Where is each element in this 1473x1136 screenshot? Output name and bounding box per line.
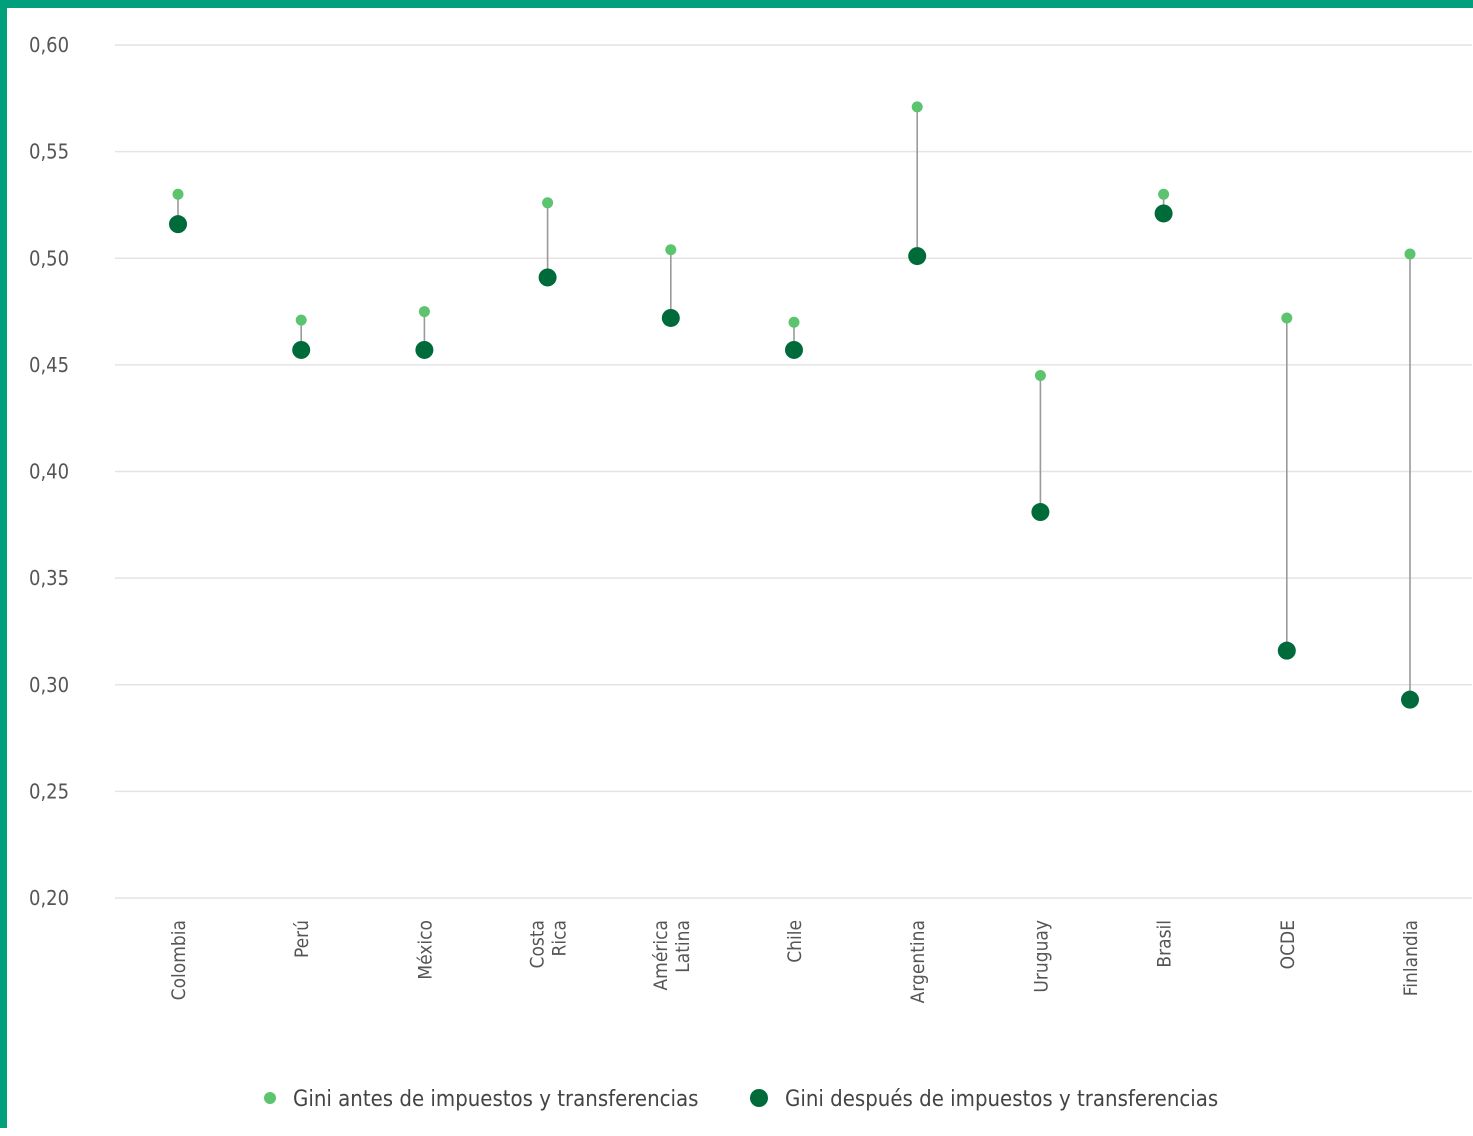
x-axis-labels: Colombia Perú México CostaRica AméricaLatina… — [168, 920, 1422, 1003]
x-tick-label: Brasil — [1154, 920, 1176, 968]
x-tick-label: Argentina — [907, 920, 929, 1003]
x-tick-label: Chile — [784, 920, 806, 963]
point-after — [415, 340, 434, 359]
point-after — [1401, 690, 1419, 709]
x-tick-label: Perú — [291, 920, 313, 958]
point-after — [1277, 641, 1296, 660]
y-tick-label: 0,20 — [29, 886, 69, 910]
svg-text:Uruguay: Uruguay — [1030, 920, 1052, 993]
legend-marker-before — [264, 1092, 276, 1104]
dumbbell-chart: 0,20 0,25 0,30 0,35 0,40 0,45 0,50 0,55 0,60 Col… — [29, 33, 1472, 1112]
svg-text:AméricaLatina: AméricaLatina — [650, 920, 694, 991]
svg-text:CostaRica: CostaRica — [527, 920, 571, 968]
gridlines — [115, 44, 1472, 899]
point-after — [661, 308, 680, 327]
y-tick-label: 0,30 — [29, 673, 69, 697]
svg-text:Brasil: Brasil — [1154, 920, 1176, 968]
point-before — [1034, 370, 1046, 382]
point-after — [292, 340, 311, 359]
y-tick-label: 0,25 — [29, 779, 69, 803]
point-after — [538, 268, 557, 287]
point-after — [169, 215, 187, 234]
point-before — [172, 188, 184, 200]
point-before — [418, 306, 430, 318]
y-tick-label: 0,40 — [29, 460, 69, 484]
svg-text:Argentina: Argentina — [907, 920, 929, 1003]
point-before — [1158, 188, 1170, 200]
point-before — [1404, 248, 1416, 260]
series-before-points — [172, 101, 1416, 382]
point-before — [665, 244, 677, 256]
point-after — [1154, 204, 1173, 223]
y-axis-ticks: 0,20 0,25 0,30 0,35 0,40 0,45 0,50 0,55 0,60 — [29, 33, 69, 910]
x-tick-label: Uruguay — [1030, 920, 1052, 993]
legend: Gini antes de impuestos y transferencias… — [264, 1087, 1218, 1112]
point-before — [788, 316, 800, 328]
legend-label-after: Gini después de impuestos y transferenci… — [785, 1087, 1218, 1112]
x-tick-label: OCDE — [1277, 920, 1299, 969]
point-after — [1031, 503, 1050, 522]
point-after — [908, 247, 927, 266]
svg-text:Finlandia: Finlandia — [1400, 920, 1422, 996]
legend-marker-after — [750, 1089, 768, 1107]
x-tick-label: Finlandia — [1400, 920, 1422, 996]
svg-text:OCDE: OCDE — [1277, 920, 1299, 969]
svg-text:Chile: Chile — [784, 920, 806, 963]
point-before — [1281, 312, 1293, 324]
y-tick-label: 0,45 — [29, 353, 69, 377]
point-before — [911, 101, 923, 113]
svg-text:Colombia: Colombia — [168, 920, 190, 1000]
legend-label-before: Gini antes de impuestos y transferencias — [293, 1087, 698, 1112]
svg-text:México: México — [414, 920, 436, 980]
connectors — [177, 106, 1411, 700]
x-tick-label: Colombia — [168, 920, 190, 1000]
series-after-points — [169, 204, 1419, 709]
x-tick-label: CostaRica — [527, 920, 571, 968]
svg-text:Perú: Perú — [291, 920, 313, 958]
point-before — [542, 197, 554, 209]
y-tick-label: 0,60 — [29, 33, 69, 57]
x-tick-label: AméricaLatina — [650, 920, 694, 991]
point-before — [295, 314, 307, 326]
x-tick-label: México — [414, 920, 436, 980]
y-tick-label: 0,35 — [29, 566, 69, 590]
y-tick-label: 0,50 — [29, 246, 69, 270]
y-tick-label: 0,55 — [29, 140, 69, 164]
point-after — [785, 340, 803, 359]
